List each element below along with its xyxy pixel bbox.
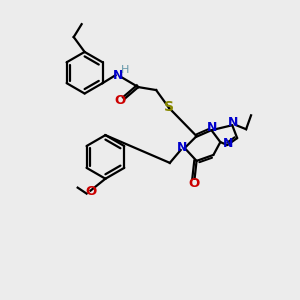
Text: O: O	[115, 94, 126, 107]
Text: N: N	[176, 140, 187, 154]
Text: H: H	[121, 65, 130, 75]
Text: S: S	[164, 100, 174, 114]
Text: N: N	[228, 116, 238, 129]
Text: N: N	[207, 121, 218, 134]
Text: N: N	[223, 136, 233, 150]
Text: N: N	[113, 69, 124, 82]
Text: O: O	[188, 177, 199, 190]
Text: O: O	[85, 185, 96, 198]
